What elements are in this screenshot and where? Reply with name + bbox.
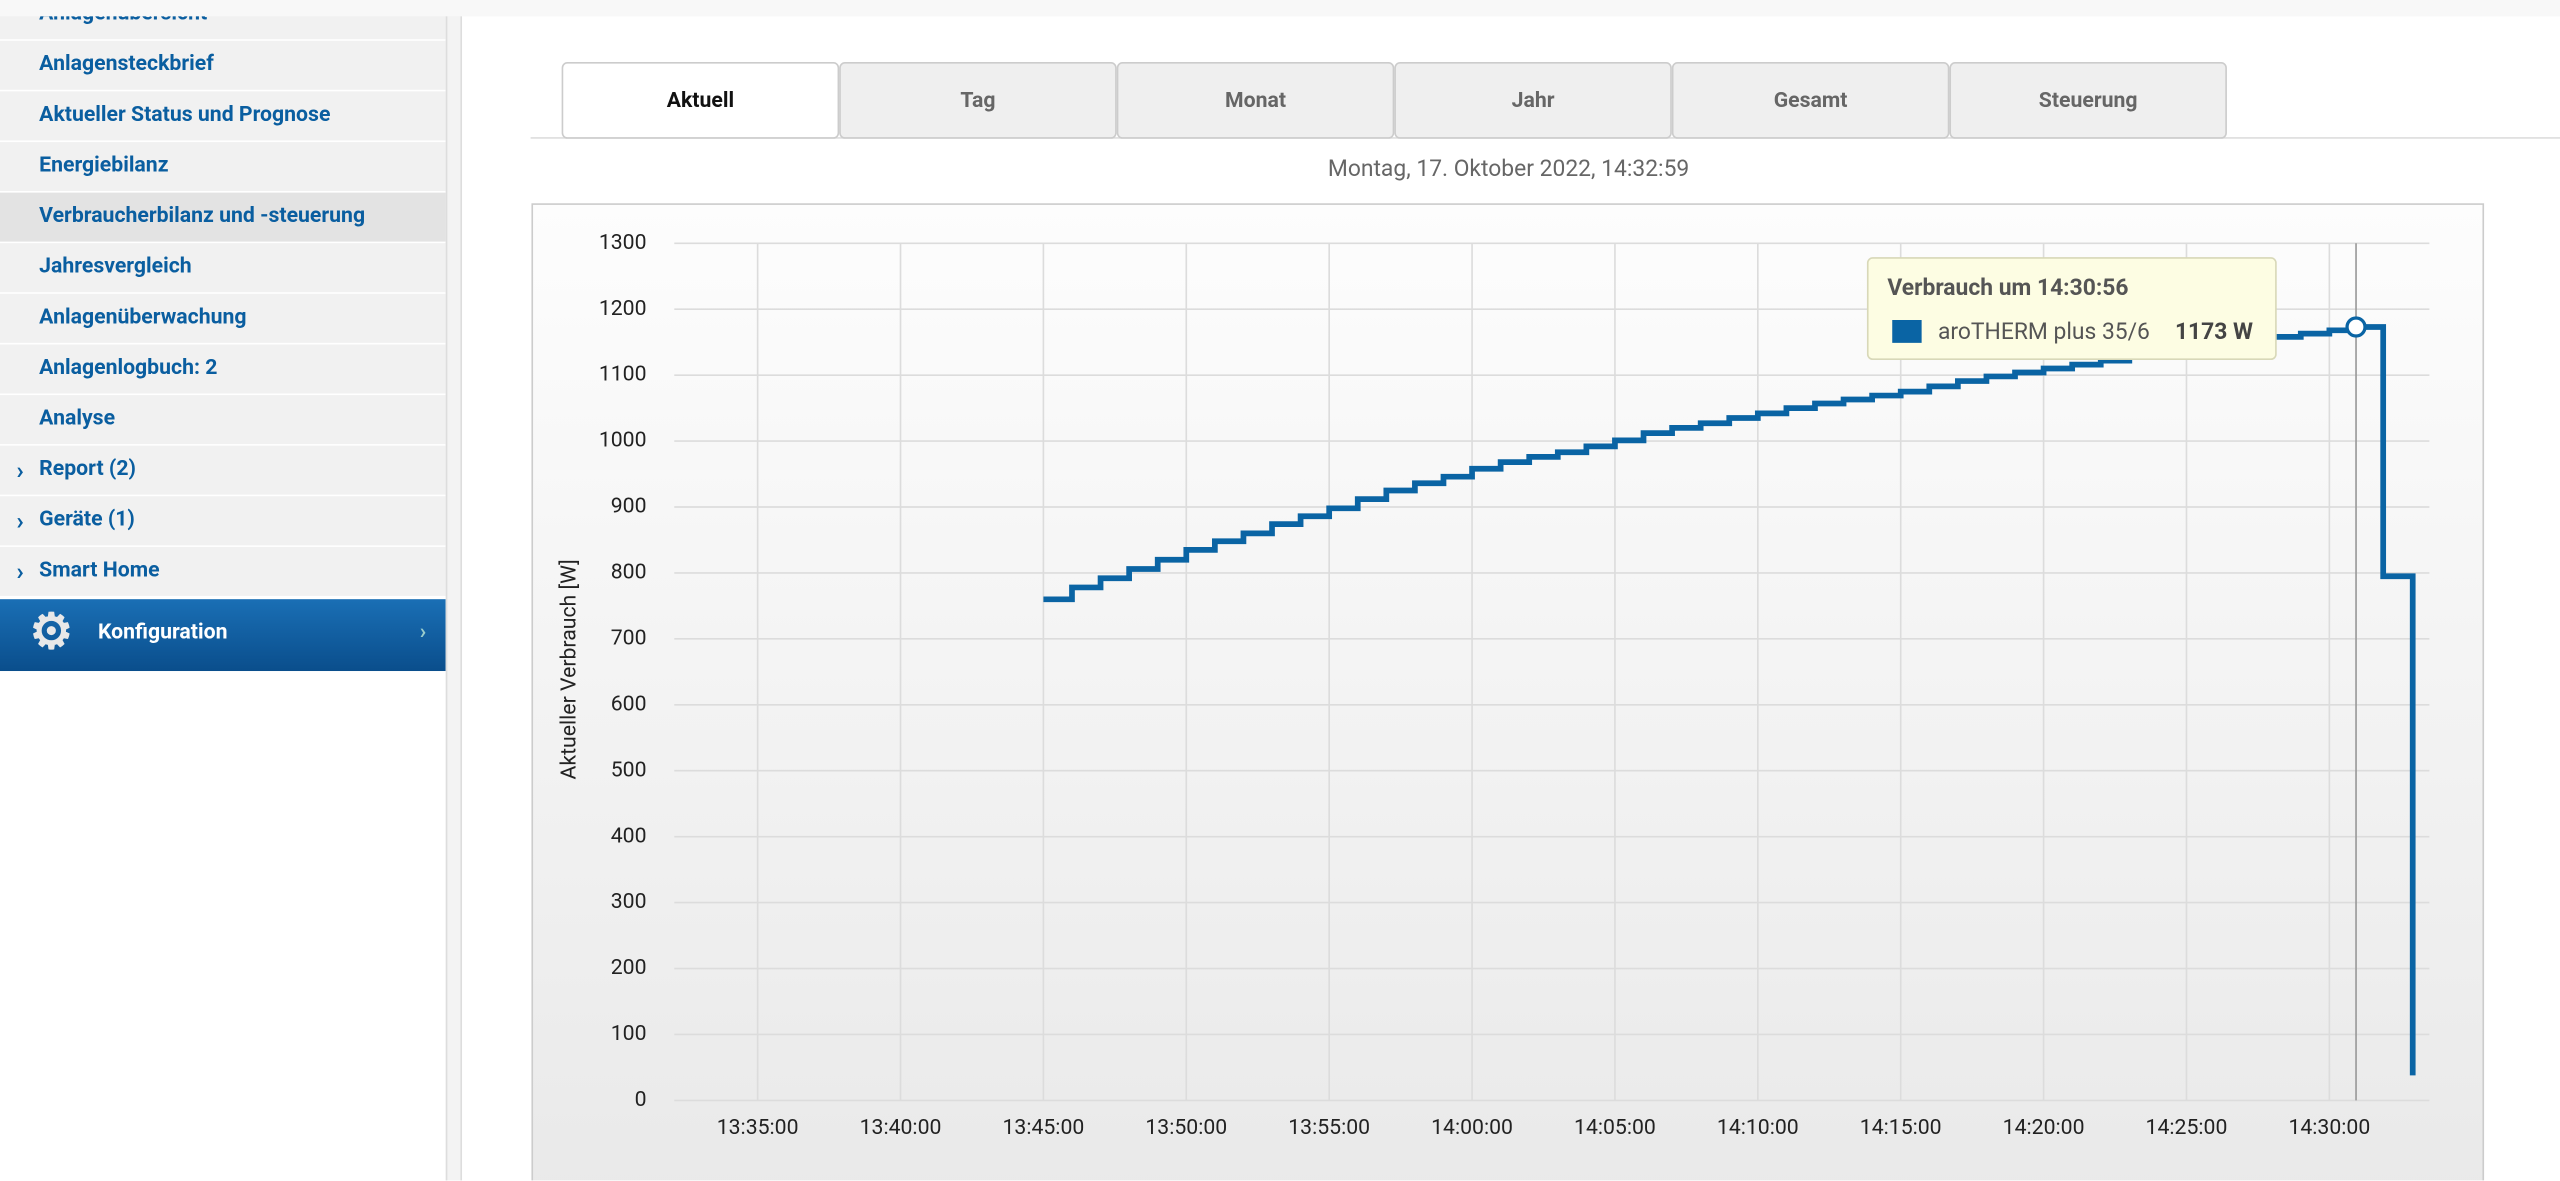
y-tick-label: 900 xyxy=(611,494,647,519)
nav-item[interactable]: Aktueller Status und Prognose xyxy=(0,91,446,143)
tab-label: Aktuell xyxy=(667,88,734,113)
nav-label: Report (2) xyxy=(39,457,136,482)
y-tick-label: 800 xyxy=(611,560,647,585)
expand-arrow: › xyxy=(16,455,24,485)
tab[interactable] xyxy=(1949,62,2227,139)
legend-swatch xyxy=(1892,319,1922,343)
chart-frame xyxy=(531,203,2485,1181)
nav-item[interactable]: › Geräte (1) xyxy=(0,496,446,547)
nav-item[interactable]: Analyse xyxy=(0,395,446,446)
y-tick-label: 1100 xyxy=(599,362,647,387)
x-tick-label: 13:50:00 xyxy=(1145,1115,1227,1140)
nav-item[interactable]: Anlagenüberwachung xyxy=(0,293,446,345)
x-tick-label: 13:35:00 xyxy=(717,1115,799,1140)
timestamp: Montag, 17. Oktober 2022, 14:32:59 xyxy=(1328,155,1689,182)
y-tick-label: 1300 xyxy=(599,230,647,255)
tab[interactable] xyxy=(1671,62,1950,139)
x-tick-label: 13:45:00 xyxy=(1002,1115,1084,1140)
nav-item[interactable]: › Report (2) xyxy=(0,445,446,497)
nav-label: Jahresvergleich xyxy=(39,254,192,280)
tooltip-box xyxy=(1866,257,2277,360)
y-tick-label: 700 xyxy=(611,625,647,650)
y-tick-label: 1000 xyxy=(599,428,647,453)
config-item[interactable]: ⚙ Konfiguration › xyxy=(0,599,446,672)
nav-label: Anlagenlogbuch: 2 xyxy=(39,355,218,381)
y-tick-label: 300 xyxy=(611,889,647,914)
x-tick-label: 14:15:00 xyxy=(1860,1115,1942,1140)
x-tick-label: 14:00:00 xyxy=(1431,1115,1513,1140)
nav-label: Verbraucherbilanz und -steuerung xyxy=(39,204,366,229)
x-tick-label: 13:55:00 xyxy=(1288,1115,1370,1140)
nav-label: Anlagenüberwachung xyxy=(39,305,247,330)
tab-label: Monat xyxy=(1225,88,1286,113)
nav-item[interactable]: Anlagensteckbrief xyxy=(0,40,446,92)
hover-marker xyxy=(2345,316,2367,338)
tab[interactable] xyxy=(1116,62,1395,139)
nav-item[interactable]: Anlagenlogbuch: 2 xyxy=(0,344,446,396)
x-tick-label: 14:10:00 xyxy=(1717,1115,1799,1140)
nav-label: Aktueller Status und Prognose xyxy=(39,102,331,128)
expand-arrow: › xyxy=(16,506,24,536)
nav-item[interactable]: Jahresvergleich xyxy=(0,243,446,294)
nav-label: Geräte (1) xyxy=(39,507,135,533)
tooltip-value: 1173 W xyxy=(2175,318,2253,345)
x-tick-label: 14:25:00 xyxy=(2146,1115,2228,1140)
nav-label: Smart Home xyxy=(39,558,160,583)
nav-item[interactable]: Verbraucherbilanz und -steuerung xyxy=(0,192,446,244)
sidebar: AnlagenübersichtAnlagensteckbriefAktuell… xyxy=(0,0,446,672)
tab[interactable] xyxy=(561,62,840,139)
config-label: Konfiguration xyxy=(97,620,228,645)
tab-label: Tag xyxy=(960,88,995,113)
expand-arrow: › xyxy=(16,556,24,587)
y-tick-label: 100 xyxy=(611,1021,647,1046)
tab-label: Steuerung xyxy=(2039,88,2138,113)
sidebar-border xyxy=(445,0,463,1181)
x-tick-label: 14:05:00 xyxy=(1574,1115,1656,1140)
tab-label: Jahr xyxy=(1512,88,1555,113)
tab-label: Gesamt xyxy=(1774,88,1848,113)
y-axis-label: Aktueller Verbrauch [W] xyxy=(556,559,581,779)
tooltip-title: Verbrauch um 14:30:56 xyxy=(1887,274,2128,301)
y-tick-label: 200 xyxy=(611,955,647,980)
y-tick-label: 0 xyxy=(635,1087,647,1112)
x-tick-label: 14:30:00 xyxy=(2288,1115,2370,1140)
y-tick-label: 1200 xyxy=(599,296,647,321)
tab[interactable] xyxy=(1394,62,1672,139)
nav-label: Energiebilanz xyxy=(39,153,169,178)
legend-label: aroTHERM plus 35/6 xyxy=(1938,318,2150,345)
nav-item[interactable]: › Smart Home xyxy=(0,546,446,598)
y-tick-label: 400 xyxy=(611,823,647,848)
gear-icon: ⚙ xyxy=(29,604,74,662)
tab[interactable] xyxy=(839,62,1117,139)
nav-item[interactable]: Energiebilanz xyxy=(0,142,446,193)
chevron: › xyxy=(419,620,427,645)
nav-label: Anlagensteckbrief xyxy=(39,52,214,77)
nav-label: Analyse xyxy=(39,406,116,432)
y-tick-label: 500 xyxy=(611,757,647,782)
x-tick-label: 13:40:00 xyxy=(860,1115,942,1140)
x-tick-label: 14:20:00 xyxy=(2003,1115,2085,1140)
header-strip xyxy=(0,0,2560,17)
y-tick-label: 600 xyxy=(611,691,647,716)
